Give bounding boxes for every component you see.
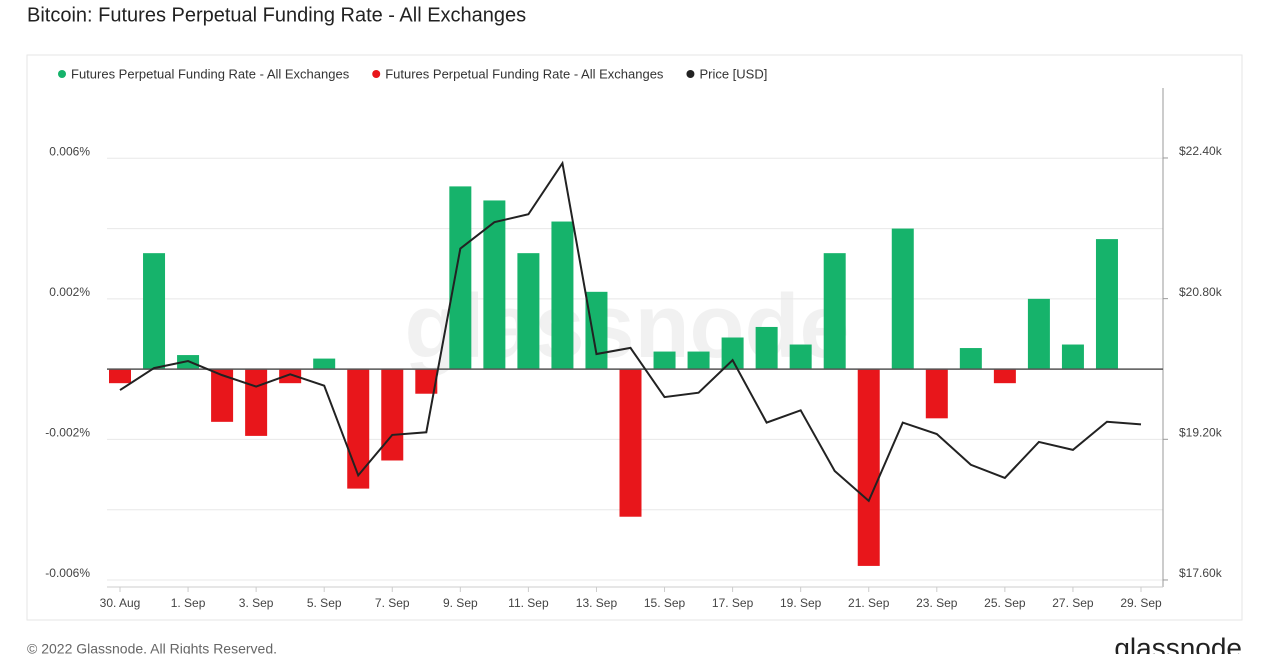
y-tick-label: -0.006%	[45, 566, 90, 580]
bar	[347, 369, 370, 489]
bar	[993, 369, 1016, 384]
y2-tick-label: $17.60k	[1179, 566, 1223, 580]
x-tick-label: 23. Sep	[916, 596, 958, 610]
footer: © 2022 Glassnode. All Rights Reserved.	[27, 641, 277, 654]
x-tick-label: 15. Sep	[644, 596, 686, 610]
y-tick-label: 0.006%	[49, 144, 90, 158]
x-tick-label: 29. Sep	[1120, 596, 1162, 610]
y2-tick-label: $19.20k	[1179, 425, 1223, 439]
y-tick-label: 0.002%	[49, 285, 90, 299]
price-line	[119, 160, 1142, 503]
y-tick-label: -0.002%	[45, 426, 90, 440]
bar	[313, 358, 336, 370]
bar	[789, 344, 812, 370]
bar	[721, 337, 744, 370]
bar	[959, 348, 982, 370]
bar	[551, 221, 574, 370]
bar	[279, 369, 302, 384]
bar	[483, 200, 506, 370]
x-tick-label: 7. Sep	[375, 596, 410, 610]
bar	[1061, 344, 1084, 370]
bar	[1027, 298, 1050, 370]
logo: glassnode	[1114, 632, 1242, 654]
bar	[687, 351, 710, 370]
x-tick-label: 27. Sep	[1052, 596, 1094, 610]
x-tick-label: 19. Sep	[780, 596, 822, 610]
bar	[109, 369, 131, 384]
x-tick-label: 21. Sep	[848, 596, 890, 610]
bar	[619, 369, 642, 517]
bar	[415, 369, 438, 394]
bar	[585, 291, 608, 370]
bar	[925, 369, 948, 419]
y2-tick-label: $22.40k	[1179, 144, 1223, 158]
x-tick-label: 1. Sep	[171, 596, 206, 610]
bar	[857, 369, 880, 566]
x-tick-label: 3. Sep	[239, 596, 274, 610]
bar	[449, 186, 472, 370]
x-tick-label: 17. Sep	[712, 596, 754, 610]
legend-label: Price [USD]	[699, 66, 767, 81]
chart-frame	[26, 54, 1243, 621]
bar	[755, 326, 778, 370]
bar	[1095, 239, 1118, 370]
x-tick-label: 9. Sep	[443, 596, 478, 610]
bar	[143, 253, 166, 370]
bar	[381, 369, 404, 461]
x-tick-label: 30. Aug	[100, 596, 141, 610]
y2-tick-label: $20.80k	[1179, 285, 1223, 299]
legend-marker	[686, 70, 695, 78]
legend-marker	[372, 70, 381, 78]
bar	[823, 253, 846, 370]
bar	[891, 228, 914, 370]
legend-label: Futures Perpetual Funding Rate - All Exc…	[71, 66, 350, 81]
bar	[517, 253, 540, 370]
x-tick-label: 25. Sep	[984, 596, 1026, 610]
bar	[211, 369, 234, 422]
x-tick-label: 13. Sep	[576, 596, 618, 610]
x-tick-label: 11. Sep	[508, 596, 549, 610]
bar	[245, 369, 268, 436]
x-tick-label: 5. Sep	[307, 596, 342, 610]
legend-marker	[58, 70, 66, 78]
legend-label: Futures Perpetual Funding Rate - All Exc…	[385, 66, 664, 81]
bar	[653, 351, 676, 370]
chart-title: Bitcoin: Futures Perpetual Funding Rate …	[27, 4, 526, 26]
